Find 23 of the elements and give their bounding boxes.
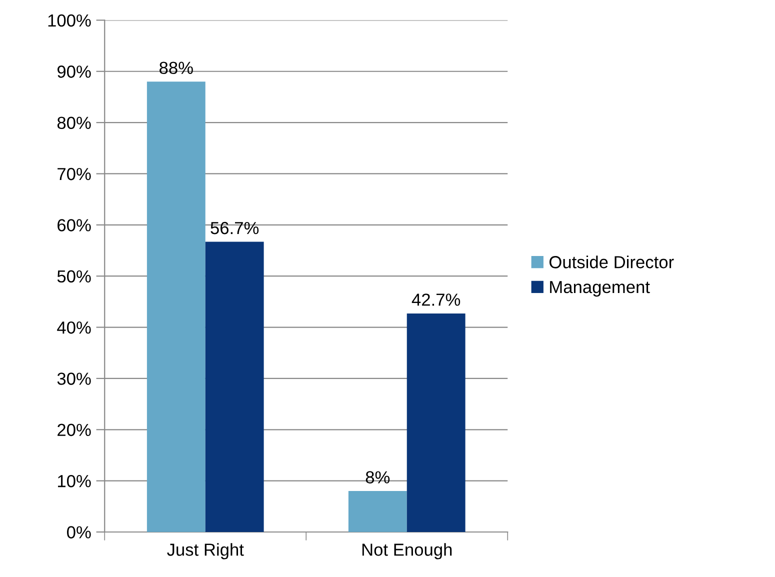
y-tick-label: 60%	[58, 219, 91, 232]
data-label: 8%	[366, 471, 390, 484]
data-label: 42.7%	[412, 294, 460, 306]
bar	[205, 242, 264, 532]
bar	[406, 313, 466, 532]
data-label: 56.7%	[210, 222, 259, 234]
legend-label: Management	[550, 281, 650, 297]
x-tick-label: Not Enough	[362, 543, 452, 560]
y-tick-label: 40%	[57, 321, 91, 334]
data-label: 88%	[160, 62, 193, 74]
y-tick-label: 80%	[57, 116, 91, 130]
bar	[348, 491, 407, 532]
y-tick-label: 100%	[48, 14, 91, 27]
y-tick-label: 70%	[58, 168, 91, 180]
y-tick-label: 10%	[58, 474, 91, 488]
x-tick-label: Just Right	[167, 543, 244, 560]
legend-label: Outside Director	[549, 256, 674, 268]
y-tick-label: 50%	[57, 270, 91, 283]
y-tick-label: 0%	[67, 526, 91, 538]
y-tick-label: 90%	[58, 66, 91, 78]
y-tick-label: 30%	[57, 372, 91, 385]
bar	[146, 82, 206, 532]
y-tick-label: 20%	[58, 424, 91, 436]
